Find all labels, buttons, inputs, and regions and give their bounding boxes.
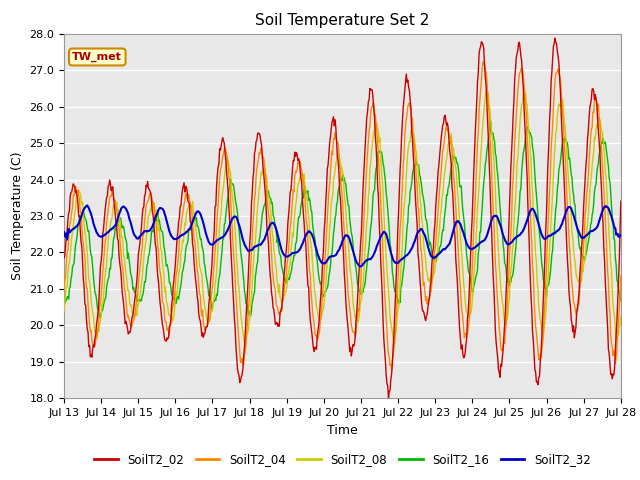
Title: Soil Temperature Set 2: Soil Temperature Set 2 [255,13,429,28]
Legend: SoilT2_02, SoilT2_04, SoilT2_08, SoilT2_16, SoilT2_32: SoilT2_02, SoilT2_04, SoilT2_08, SoilT2_… [90,448,595,470]
Y-axis label: Soil Temperature (C): Soil Temperature (C) [11,152,24,280]
Text: TW_met: TW_met [72,52,122,62]
X-axis label: Time: Time [327,424,358,437]
